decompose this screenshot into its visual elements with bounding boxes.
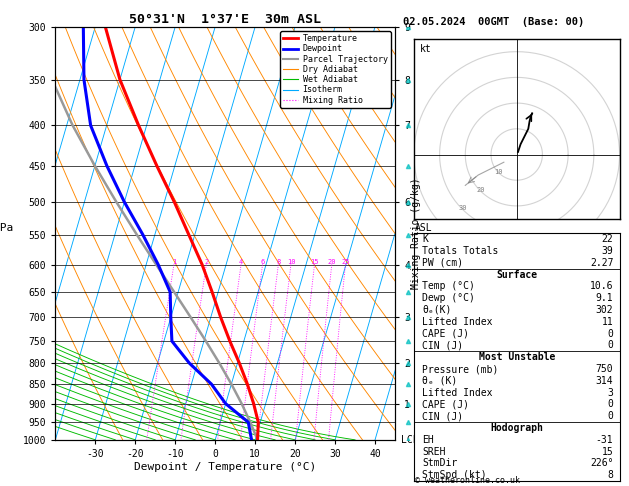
Text: -31: -31 [596,435,613,445]
Text: CIN (J): CIN (J) [422,340,463,350]
Text: EH: EH [422,435,434,445]
Text: CIN (J): CIN (J) [422,411,463,421]
Text: CAPE (J): CAPE (J) [422,399,469,409]
Text: 0: 0 [608,399,613,409]
Text: K: K [422,234,428,244]
Text: LCL: LCL [401,435,418,445]
Text: 15: 15 [310,259,319,264]
Text: θₑ (K): θₑ (K) [422,376,457,386]
Text: © weatheronline.co.uk: © weatheronline.co.uk [415,475,520,485]
Text: SREH: SREH [422,447,445,457]
Text: 0: 0 [608,340,613,350]
Text: Lifted Index: Lifted Index [422,317,493,327]
Text: 3: 3 [608,388,613,398]
Text: 02.05.2024  00GMT  (Base: 00): 02.05.2024 00GMT (Base: 00) [403,17,584,27]
Text: 9.1: 9.1 [596,293,613,303]
Text: 15: 15 [602,447,613,457]
Text: 302: 302 [596,305,613,315]
Legend: Temperature, Dewpoint, Parcel Trajectory, Dry Adiabat, Wet Adiabat, Isotherm, Mi: Temperature, Dewpoint, Parcel Trajectory… [280,31,391,108]
Text: Lifted Index: Lifted Index [422,388,493,398]
Text: 10: 10 [494,170,503,175]
Title: 50°31'N  1°37'E  30m ASL: 50°31'N 1°37'E 30m ASL [129,13,321,26]
Text: kt: kt [420,44,431,54]
Text: Dewp (°C): Dewp (°C) [422,293,475,303]
X-axis label: Dewpoint / Temperature (°C): Dewpoint / Temperature (°C) [134,462,316,471]
Text: 0: 0 [608,411,613,421]
Text: 25: 25 [341,259,350,264]
Text: 0: 0 [608,329,613,339]
Text: 2: 2 [204,259,208,264]
Text: 226°: 226° [590,458,613,469]
Text: 10.6: 10.6 [590,281,613,292]
Text: 22: 22 [602,234,613,244]
Text: StmDir: StmDir [422,458,457,469]
Text: Temp (°C): Temp (°C) [422,281,475,292]
Text: 1: 1 [172,259,176,264]
Text: 30: 30 [459,206,467,211]
Text: Totals Totals: Totals Totals [422,246,499,256]
Text: 39: 39 [602,246,613,256]
Text: 20: 20 [477,188,485,193]
Text: 11: 11 [602,317,613,327]
Text: 10: 10 [287,259,295,264]
Text: PW (cm): PW (cm) [422,258,463,268]
Text: 314: 314 [596,376,613,386]
Text: 8: 8 [276,259,281,264]
Y-axis label: km
ASL: km ASL [415,212,433,233]
Text: θₑ(K): θₑ(K) [422,305,452,315]
Text: StmSpd (kt): StmSpd (kt) [422,470,487,480]
Text: 4: 4 [239,259,243,264]
Text: 2.27: 2.27 [590,258,613,268]
Text: 750: 750 [596,364,613,374]
Y-axis label: hPa: hPa [0,223,13,233]
Text: Hodograph: Hodograph [490,423,543,433]
Text: Most Unstable: Most Unstable [479,352,555,362]
Text: Surface: Surface [496,270,537,279]
Text: 6: 6 [260,259,265,264]
Text: 20: 20 [328,259,336,264]
Text: 8: 8 [608,470,613,480]
Text: Pressure (mb): Pressure (mb) [422,364,499,374]
Text: CAPE (J): CAPE (J) [422,329,469,339]
Text: Mixing Ratio (g/kg): Mixing Ratio (g/kg) [411,177,421,289]
